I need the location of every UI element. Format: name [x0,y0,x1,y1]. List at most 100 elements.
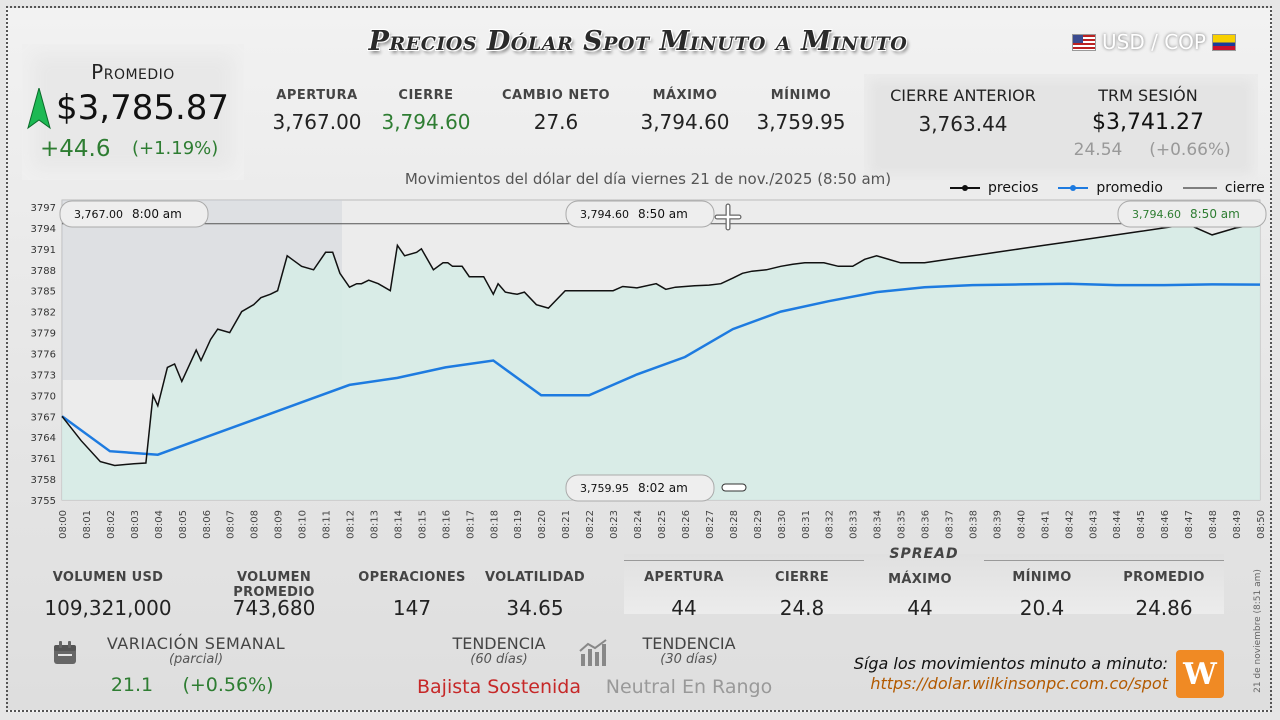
tendencia30-label: TENDENCIA [642,634,736,653]
timestamp-stamp: 21 de noviembre (8:51 am) [1253,569,1263,693]
operaciones-value: 147 [392,596,432,620]
x-tick-label: 08:48 [1208,510,1219,539]
us-flag-icon [1072,33,1097,51]
x-tick-label: 08:40 [1016,510,1027,539]
trm-change: 24.54 [1073,140,1123,160]
callout-last-box [1117,200,1267,228]
x-tick-label: 08:38 [968,510,979,539]
spread-label-2: MÁXIMO [888,572,952,587]
x-tick-label: 08:42 [1064,510,1075,539]
min-marker-pill [721,483,747,492]
promo-text: Síga los movimientos minuto a minuto: [853,654,1168,673]
x-tick-label: 08:20 [537,510,548,539]
x-tick-label: 08:35 [897,510,908,539]
x-tick-label: 08:26 [681,510,692,539]
x-tick-label: 08:19 [513,510,524,539]
x-tick-label: 08:31 [801,510,812,539]
cierre-anterior-label: CIERRE ANTERIOR [890,86,1036,105]
y-tick-label: 3755 [31,496,56,507]
volumen-promedio-label: VOLUMEN PROMEDIO [233,570,315,600]
x-tick-label: 08:44 [1112,510,1123,539]
callout-last-price: 3,794.60 [1132,208,1181,221]
x-tick-label: 08:22 [585,510,596,539]
x-tick-label: 08:29 [753,510,764,539]
stat-value-0: 3,767.00 [272,110,362,134]
chart-legend: precios promedio cierre [950,180,1265,196]
callout-open-price: 3,767.00 [74,208,123,221]
x-tick-label: 08:47 [1184,510,1195,539]
stat-label-4: MÍNIMO [770,88,832,103]
spread-label-1: CIERRE [775,570,829,585]
volatilidad-label: VOLATILIDAD [485,570,585,585]
wilkinson-logo[interactable]: W [1176,650,1224,698]
x-tick-label: 08:37 [945,510,956,539]
callout-open-time: 8:00 am [132,207,182,221]
precios-series-line [61,222,1261,467]
x-tick-label: 08:32 [825,510,836,539]
tendencia60-label: TENDENCIA [452,634,546,653]
spread-divider-right [984,560,1224,561]
x-tick-label: 08:24 [633,510,644,539]
tendencia30-sub: (30 días) [660,652,718,667]
dashboard-frame: Precios Dólar Spot Minuto a Minuto USD /… [6,6,1272,712]
x-tick-label: 08:09 [274,510,285,539]
session-panel [864,74,1258,180]
spread-value-4: 24.86 [1135,596,1193,620]
chart-subtitle: Movimientos del dólar del día viernes 21… [404,170,892,188]
crosshair-icon-inner [715,204,741,230]
callout-min-box [565,474,715,502]
x-tick-label: 08:01 [82,510,93,539]
y-tick-label: 3794 [31,224,56,235]
callout-min-price: 3,759.95 [580,482,629,495]
x-tick-label: 08:34 [873,510,884,539]
trm-value: $3,741.27 [1092,110,1204,135]
y-tick-label: 3764 [31,433,56,444]
x-tick-label: 08:46 [1160,510,1171,539]
spread-value-0: 44 [671,596,697,620]
y-tick-label: 3785 [31,287,56,298]
currency-pair: USD / COP [1072,30,1236,54]
x-tick-label: 08:13 [369,510,380,539]
spread-panel [624,554,1224,614]
stat-label-0: APERTURA [276,88,358,103]
y-tick-label: 3767 [31,412,56,423]
page-title: Precios Dólar Spot Minuto a Minuto [368,26,908,57]
callout-max-price: 3,794.60 [580,208,629,221]
arrow-up-icon [27,88,51,130]
x-tick-label: 08:50 [1256,510,1267,539]
x-tick-label: 08:04 [154,510,165,539]
x-tick-label: 08:23 [609,510,620,539]
variacion-pct: (+0.56%) [182,674,274,696]
promedio-series-line [61,282,1261,456]
callout-min-time: 8:02 am [638,481,688,495]
bar-chart-icon [579,639,607,666]
y-tick-label: 3779 [31,329,56,340]
stat-label-3: MÁXIMO [652,88,718,103]
x-tick-label: 08:02 [106,510,117,539]
spread-value-3: 20.4 [1019,596,1065,620]
x-tick-label: 08:28 [729,510,740,539]
colombia-flag-icon [1212,33,1236,51]
y-tick-label: 3791 [31,245,56,256]
tendencia60-value: Bajista Sostenida [416,676,581,698]
x-tick-label: 08:06 [202,510,213,539]
callout-open-box [59,200,209,228]
y-tick-label: 3776 [31,349,56,360]
x-tick-label: 08:12 [346,510,357,539]
x-tick-label: 08:00 [58,510,69,539]
y-tick-label: 3761 [31,454,56,465]
promo-link[interactable]: https://dolar.wilkinsonpc.com.co/spot [870,674,1168,693]
x-tick-label: 08:15 [417,510,428,539]
promedio-value: $3,785.87 [56,88,230,128]
currency-pair-label: USD / COP [1102,30,1206,54]
x-tick-label: 08:16 [441,510,452,539]
x-tick-label: 08:39 [992,510,1003,539]
stat-value-4: 3,759.95 [756,110,846,134]
x-tick-label: 08:41 [1040,510,1051,539]
legend-cierre-swatch [1182,187,1217,189]
spread-divider-left [624,560,864,561]
promedio-change: +44.6 [40,136,111,162]
callout-max-time: 8:50 am [638,207,688,221]
x-tick-label: 08:08 [250,510,261,539]
legend-promedio: promedio [1096,180,1163,196]
